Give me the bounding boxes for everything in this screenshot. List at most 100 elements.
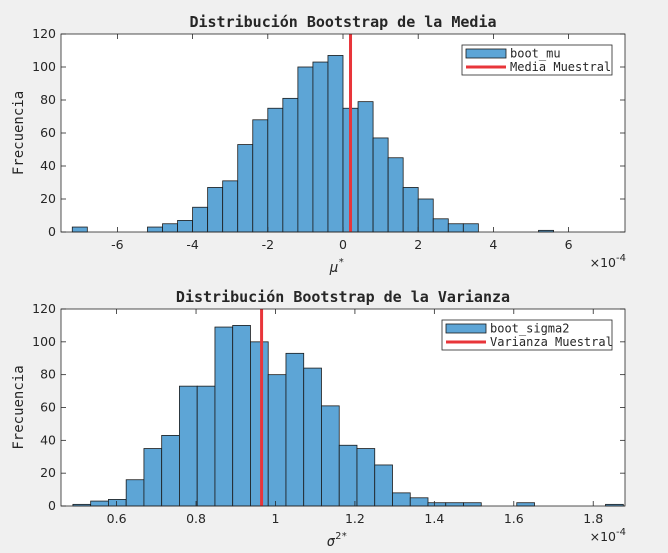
exponent-power: -4 <box>616 253 626 264</box>
x-tick-label: 1.4 <box>424 511 444 526</box>
y-tick-label: 20 <box>40 465 56 480</box>
exponent-base: ×10 <box>590 529 616 544</box>
histogram-bar <box>222 180 239 233</box>
histogram-bar <box>282 97 299 233</box>
x-axis-label: μ* <box>329 257 344 276</box>
chart-title: Distribución Bootstrap de la Media <box>189 13 496 31</box>
y-axis-label: Frecuencia <box>11 365 27 449</box>
histogram-bar <box>90 500 109 507</box>
y-tick-label: 0 <box>48 224 56 239</box>
histogram-bar <box>392 492 411 507</box>
histogram-bar <box>445 502 464 507</box>
histogram-bar <box>462 223 479 233</box>
histogram-bar <box>312 61 329 233</box>
chart-title: Distribución Bootstrap de la Varianza <box>176 288 510 306</box>
histogram-bar <box>179 385 198 507</box>
histogram-bar <box>374 464 393 507</box>
legend-swatch-histogram <box>465 48 507 59</box>
x-tick-label: 1.2 <box>345 511 365 526</box>
histogram-bar <box>232 325 251 507</box>
x-axis-superscript: 2* <box>335 531 347 542</box>
histogram-bar <box>409 497 429 507</box>
histogram-bar <box>71 226 88 233</box>
histogram-bar <box>267 374 287 507</box>
y-tick-label: 20 <box>40 191 56 206</box>
x-tick-label: 6 <box>565 237 573 252</box>
histogram-bar <box>303 367 322 507</box>
histogram-bar <box>252 119 269 233</box>
histogram-bar <box>463 502 482 507</box>
y-tick-label: 40 <box>40 432 56 447</box>
x-tick-label: 1.6 <box>504 511 524 526</box>
y-tick-label: 80 <box>40 367 56 382</box>
histogram-bar <box>161 435 180 507</box>
histogram-bar <box>267 107 284 233</box>
x-exponent-label: ×10-4 <box>590 253 626 270</box>
histogram-bar <box>125 479 145 507</box>
histogram-bar <box>327 55 344 233</box>
histogram-bar <box>177 220 193 233</box>
histogram-bars <box>72 325 624 507</box>
histogram-bar <box>237 144 254 233</box>
x-exponent-label: ×10-4 <box>590 527 626 544</box>
histogram-bar <box>250 341 269 507</box>
histogram-bar <box>357 101 374 233</box>
histogram-bar <box>387 157 404 233</box>
x-tick-label: 0 <box>339 237 347 252</box>
histogram-bars <box>71 55 554 233</box>
histogram-bar <box>207 187 224 233</box>
histogram-bar <box>432 218 449 233</box>
x-tick-label: 0.8 <box>186 511 206 526</box>
legend-swatch-histogram <box>445 323 487 334</box>
histogram-bar <box>196 385 216 507</box>
y-tick-label: 120 <box>32 301 56 316</box>
histogram-bar <box>372 137 389 233</box>
x-tick-label: 1.8 <box>583 511 603 526</box>
histogram-bar <box>338 444 358 507</box>
legend-entry-label: Media Muestral <box>510 60 611 74</box>
x-axis-symbol: σ <box>327 534 336 550</box>
exponent-base: ×10 <box>590 255 616 270</box>
y-tick-label: 80 <box>40 92 56 107</box>
y-tick-label: 100 <box>32 334 56 349</box>
x-axis-superscript: * <box>338 257 344 268</box>
y-tick-label: 60 <box>40 400 56 415</box>
histogram-bar <box>417 198 434 233</box>
histogram-bar <box>321 405 340 507</box>
histogram-bar <box>214 326 234 507</box>
legend-entry-label: boot_sigma2 <box>490 322 569 336</box>
y-tick-label: 0 <box>48 498 56 513</box>
y-tick-label: 120 <box>32 26 56 41</box>
histogram-bar <box>427 502 447 507</box>
y-tick-label: 60 <box>40 125 56 140</box>
histogram-bar <box>297 66 314 233</box>
histogram-bar <box>162 223 178 233</box>
histogram-bar <box>402 187 419 233</box>
legend-entry-label: Varianza Muestral <box>490 335 613 349</box>
exponent-power: -4 <box>616 527 626 538</box>
x-tick-label: 0.6 <box>107 511 127 526</box>
x-tick-label: -2 <box>262 237 274 252</box>
histogram-bar <box>447 223 464 233</box>
y-tick-label: 40 <box>40 158 56 173</box>
x-tick-label: -4 <box>186 237 199 252</box>
histogram-bar <box>143 448 163 507</box>
y-tick-label: 100 <box>32 59 56 74</box>
x-tick-label: 1 <box>272 511 280 526</box>
histogram-bar <box>356 448 376 507</box>
histogram-bar <box>147 226 163 233</box>
y-axis-label: Frecuencia <box>11 91 27 175</box>
legend-entry-label: boot_mu <box>510 47 561 61</box>
subplot-2: 0.6 0.8 1 1.2 1.4 1.6 1.8 0 20 40 60 80 100 120 Distri… <box>11 288 626 550</box>
histogram-bar <box>192 206 209 233</box>
histogram-bar <box>285 352 305 507</box>
x-axis-symbol: μ <box>329 260 338 276</box>
x-tick-label: 4 <box>489 237 497 252</box>
histogram-bar <box>516 502 535 507</box>
x-tick-label: 2 <box>414 237 422 252</box>
